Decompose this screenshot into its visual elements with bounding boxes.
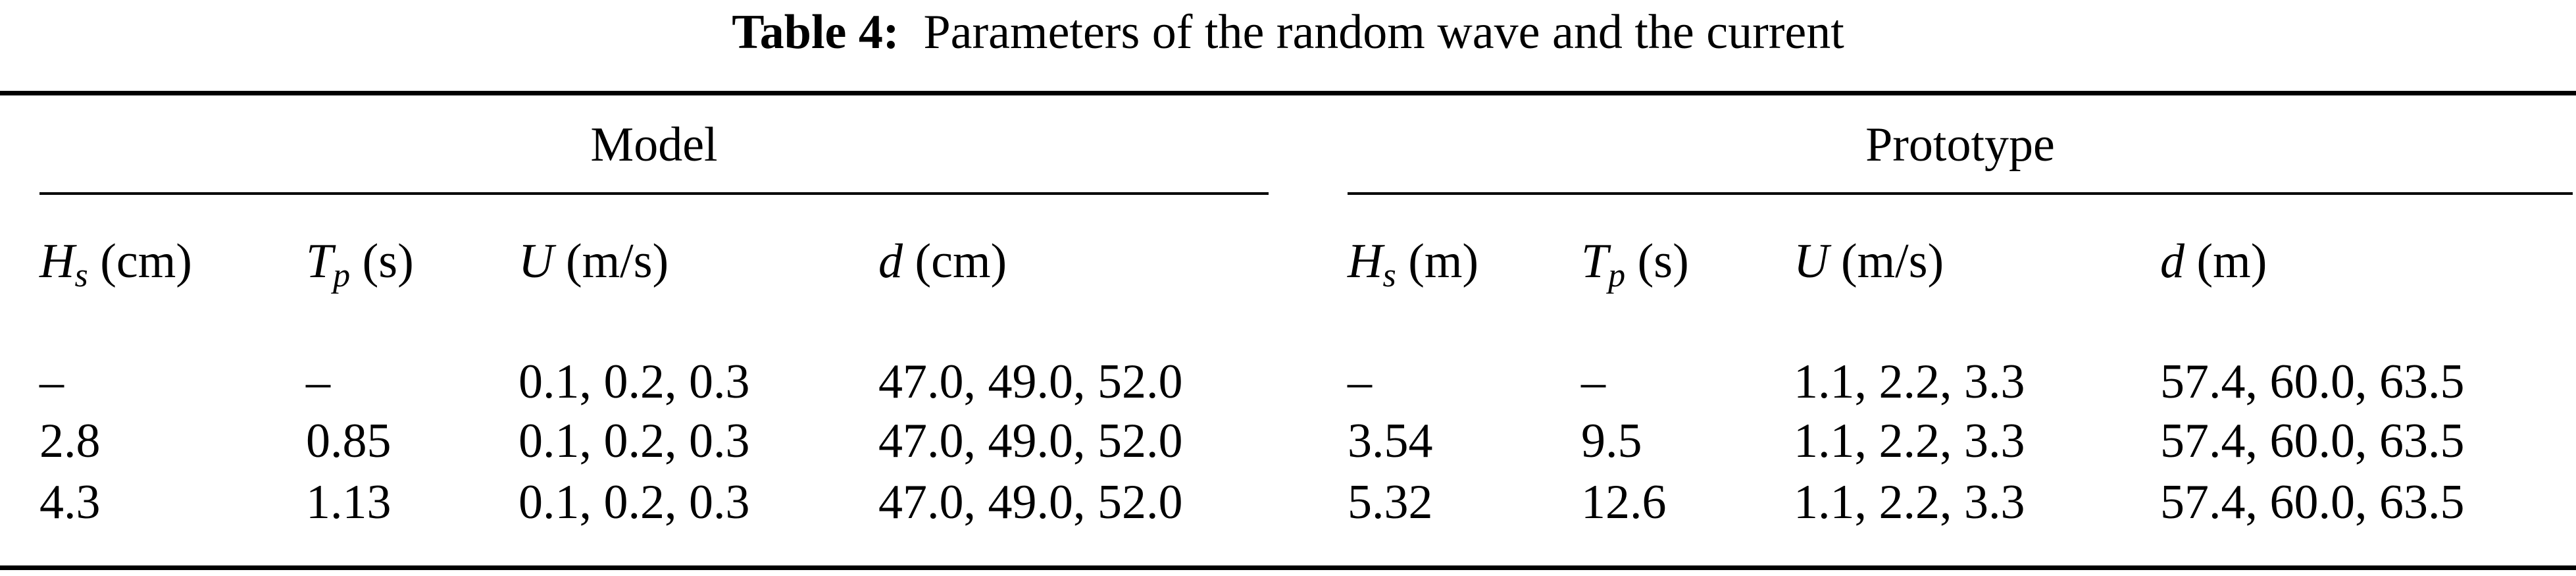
table-cell: 1.1, 2.2, 3.3 (1794, 355, 2025, 409)
table-cell: 1.13 (306, 475, 391, 529)
model-group-rule (39, 192, 1269, 195)
table-cell: 1.1, 2.2, 3.3 (1794, 414, 2025, 468)
table-cell: 12.6 (1581, 475, 1667, 529)
table-cell: 47.0, 49.0, 52.0 (878, 355, 1183, 409)
column-header-tp-model: Tp (s) (306, 234, 414, 294)
table-cell: 5.32 (1348, 475, 1433, 529)
table-cell: 47.0, 49.0, 52.0 (878, 475, 1183, 529)
table-cell: 57.4, 60.0, 63.5 (2160, 475, 2465, 529)
column-header-hs-prototype: Hs (m) (1348, 234, 1479, 294)
table-cell: 0.1, 0.2, 0.3 (518, 414, 750, 468)
caption-text: Parameters of the random wave and the cu… (923, 5, 1844, 59)
table-cell: 0.1, 0.2, 0.3 (518, 355, 750, 409)
column-header-u-model: U (m/s) (518, 234, 669, 288)
column-header-hs-model: Hs (cm) (39, 234, 192, 294)
table-cell: 9.5 (1581, 414, 1642, 468)
column-header-u-prototype: U (m/s) (1794, 234, 1944, 288)
table-caption: Table 4: Parameters of the random wave a… (0, 3, 2576, 62)
table-cell: 57.4, 60.0, 63.5 (2160, 414, 2465, 468)
column-header-d-prototype: d (m) (2160, 234, 2267, 288)
top-rule (0, 91, 2576, 95)
table-cell: 0.1, 0.2, 0.3 (518, 475, 750, 529)
table-cell: 0.85 (306, 414, 391, 468)
table-cell: 2.8 (39, 414, 101, 468)
table-cell: 47.0, 49.0, 52.0 (878, 414, 1183, 468)
table-cell: 4.3 (39, 475, 101, 529)
table-cell: – (1581, 355, 1605, 409)
column-header-tp-prototype: Tp (s) (1581, 234, 1689, 294)
prototype-group-rule (1348, 192, 2573, 195)
table-cell: 57.4, 60.0, 63.5 (2160, 355, 2465, 409)
bottom-rule (0, 565, 2576, 570)
table-cell: 3.54 (1348, 414, 1433, 468)
caption-label: Table 4: (732, 5, 899, 59)
table-cell: – (306, 355, 330, 409)
column-header-d-model: d (cm) (878, 234, 1007, 288)
table-cell: 1.1, 2.2, 3.3 (1794, 475, 2025, 529)
group-header-prototype: Prototype (1865, 118, 2055, 172)
table-cell: – (1348, 355, 1372, 409)
group-header-model: Model (590, 118, 718, 172)
table-cell: – (39, 355, 64, 409)
